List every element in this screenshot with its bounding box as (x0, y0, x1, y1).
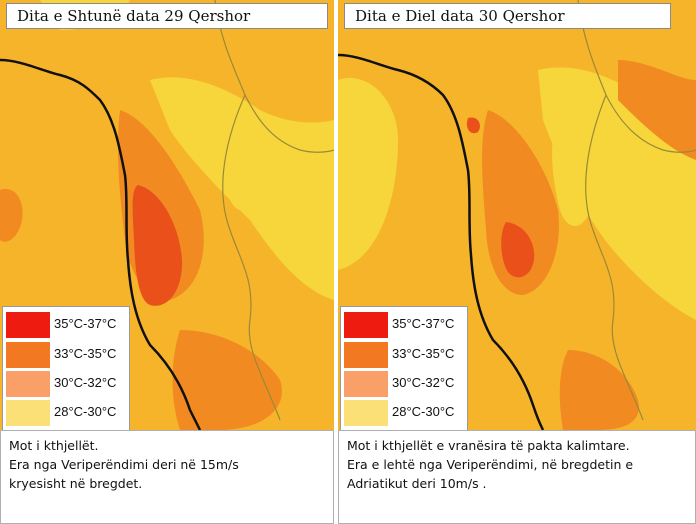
legend-row: 30°C-32°C (344, 371, 466, 397)
map-yellow-zone (552, 120, 594, 227)
legend-row: 33°C-35°C (6, 342, 128, 368)
map-orange-zone (559, 350, 639, 430)
panel-title: Dita e Shtunë data 29 Qershor (6, 3, 328, 29)
legend-swatch (344, 400, 388, 426)
map-orange-zone (618, 60, 696, 160)
legend-row: 35°C-37°C (344, 312, 466, 338)
legend-label: 33°C-35°C (54, 346, 117, 361)
map-hot-zone (501, 222, 535, 278)
description-line: Adriatikut deri 10m/s . (347, 476, 487, 491)
legend-label: 35°C-37°C (54, 316, 117, 331)
description-line: Mot i kthjellët. (9, 438, 99, 453)
panel-title: Dita e Diel data 30 Qershor (344, 3, 671, 29)
legend-swatch (6, 342, 50, 368)
map-border-line (577, 0, 696, 421)
legend-label: 28°C-30°C (392, 404, 455, 419)
legend-swatch (6, 312, 50, 338)
legend-swatch (344, 312, 388, 338)
map-yellow-zone (220, 100, 261, 211)
legend-row: 30°C-32°C (6, 371, 128, 397)
map-hot-zone (466, 117, 480, 134)
legend-swatch (6, 400, 50, 426)
map-orange-zone (172, 330, 282, 430)
map-hot-zone (132, 185, 183, 306)
map-coastline (0, 58, 202, 430)
temperature-legend: 35°C-37°C 33°C-35°C 30°C-32°C 28°C-30°C (340, 306, 468, 432)
legend-row: 28°C-30°C (344, 400, 466, 426)
legend-label: 35°C-37°C (392, 316, 455, 331)
legend-swatch (6, 371, 50, 397)
forecast-panel-saturday: Dita e Shtunë data 29 Qershor 35°C-37°C … (0, 0, 334, 524)
map-yellow-zone (338, 78, 398, 270)
description-line: Mot i kthjellët e vranësira të pakta kal… (347, 438, 630, 453)
description-line: Era e lehtë nga Veriperëndimi, në bregde… (347, 457, 634, 472)
weather-description: Mot i kthjellët. Era nga Veriperëndimi d… (0, 430, 334, 524)
map-orange-zone (482, 110, 559, 295)
legend-swatch (344, 371, 388, 397)
description-line: kryesisht në bregdet. (9, 476, 143, 491)
legend-row: 28°C-30°C (6, 400, 128, 426)
description-line: Era nga Veriperëndimi deri në 15m/s (9, 457, 239, 472)
temperature-legend: 35°C-37°C 33°C-35°C 30°C-32°C 28°C-30°C (2, 306, 130, 432)
legend-row: 35°C-37°C (6, 312, 128, 338)
legend-label: 28°C-30°C (54, 404, 117, 419)
panel-divider (334, 0, 338, 524)
map-coastline (338, 53, 545, 430)
forecast-panel-sunday: Dita e Diel data 30 Qershor 35°C-37°C 33… (338, 0, 696, 524)
map-border-line (214, 0, 334, 421)
legend-row: 33°C-35°C (344, 342, 466, 368)
weather-description: Mot i kthjellët e vranësira të pakta kal… (338, 430, 696, 524)
legend-label: 33°C-35°C (392, 346, 455, 361)
legend-label: 30°C-32°C (54, 375, 117, 390)
legend-label: 30°C-32°C (392, 375, 455, 390)
map-orange-zone (0, 189, 23, 242)
legend-swatch (344, 342, 388, 368)
